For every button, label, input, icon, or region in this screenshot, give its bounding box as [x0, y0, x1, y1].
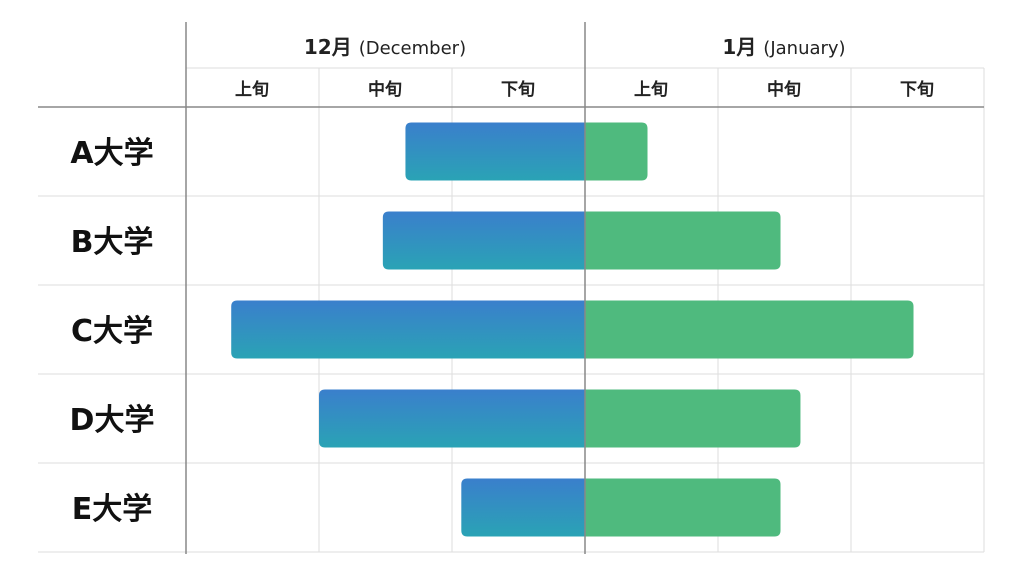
bar-segment-january [585, 389, 801, 448]
category-label: B大学 [71, 225, 154, 260]
bar-segment-january [585, 211, 781, 270]
bar-segment-january [585, 300, 914, 359]
category-label: E大学 [72, 492, 153, 527]
category-label: D大学 [70, 403, 155, 438]
bars [231, 122, 914, 537]
category-label: A大学 [70, 136, 153, 171]
bar-E大学 [461, 478, 781, 537]
month-label-january: 1月 (January) [722, 35, 845, 59]
period-label: 下旬 [501, 79, 535, 100]
bar-B大学 [382, 211, 781, 270]
category-label: C大学 [71, 314, 153, 349]
bar-segment-december [405, 122, 585, 181]
bar-segment-december [231, 300, 585, 359]
period-label: 中旬 [767, 79, 801, 100]
bar-segment-december [319, 389, 585, 448]
bar-C大学 [231, 300, 914, 359]
bar-D大学 [319, 389, 801, 448]
period-label: 中旬 [368, 79, 402, 100]
bar-segment-december [461, 478, 585, 537]
bar-segment-january [585, 122, 648, 181]
period-label: 上旬 [634, 79, 668, 100]
frame-lines [38, 22, 984, 554]
period-label: 下旬 [900, 79, 934, 100]
month-label-december: 12月 (December) [304, 35, 466, 59]
bar-segment-december [382, 211, 585, 270]
bar-segment-january [585, 478, 781, 537]
period-label: 上旬 [235, 79, 269, 100]
bar-A大学 [405, 122, 648, 181]
